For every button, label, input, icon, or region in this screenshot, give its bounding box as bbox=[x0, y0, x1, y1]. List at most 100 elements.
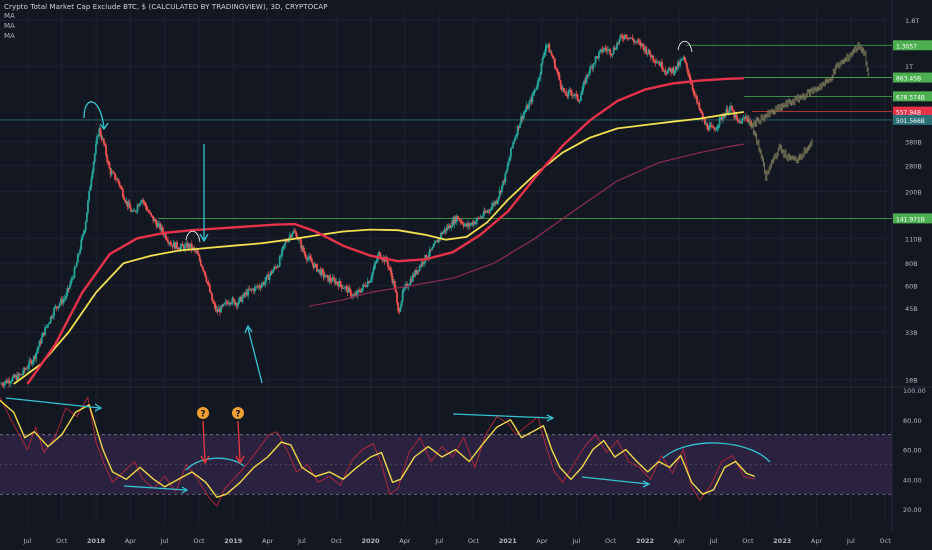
price-tag-box bbox=[893, 91, 932, 102]
candle-body bbox=[163, 233, 166, 236]
candle-body bbox=[638, 41, 641, 43]
candle-body bbox=[37, 346, 40, 350]
candle-body bbox=[242, 293, 245, 297]
candle-body bbox=[584, 80, 587, 84]
candle-body bbox=[531, 93, 534, 103]
candle-body bbox=[20, 374, 23, 376]
time-tick-label: Oct bbox=[468, 537, 480, 545]
candle-body bbox=[97, 135, 100, 137]
candle-body bbox=[313, 264, 316, 268]
candle-body bbox=[370, 278, 372, 282]
time-tick-label: Jul bbox=[23, 537, 32, 545]
candle-body bbox=[577, 99, 580, 102]
annotation-arrowhead bbox=[99, 122, 109, 131]
candle-body bbox=[36, 349, 39, 353]
candle-body bbox=[175, 242, 177, 249]
candle-body bbox=[680, 59, 683, 61]
candle-body bbox=[150, 212, 153, 216]
candle-body bbox=[362, 284, 365, 289]
candle-body bbox=[594, 56, 597, 64]
candle-body bbox=[502, 180, 504, 186]
candle-body bbox=[679, 60, 682, 66]
candle-body bbox=[16, 375, 18, 380]
candle-body bbox=[276, 266, 279, 268]
candle-body bbox=[621, 36, 624, 39]
candle-body bbox=[726, 108, 729, 114]
candle-body bbox=[632, 39, 635, 43]
candle-body bbox=[734, 114, 737, 119]
time-tick-label: 2020 bbox=[361, 537, 380, 545]
indicator-label-ma-3[interactable]: MA bbox=[4, 32, 15, 40]
candle-body bbox=[414, 270, 416, 277]
candle-body bbox=[691, 84, 694, 90]
candle-body bbox=[222, 303, 225, 307]
candle-body bbox=[311, 261, 314, 264]
candle-body bbox=[498, 190, 501, 197]
candle-body bbox=[343, 288, 345, 289]
question-icon bbox=[232, 407, 244, 419]
candle-body bbox=[565, 91, 568, 97]
candle-body bbox=[521, 116, 524, 120]
candle-body bbox=[644, 47, 647, 51]
candle-body bbox=[413, 274, 415, 277]
candle-body bbox=[645, 47, 648, 54]
candles bbox=[0, 33, 753, 389]
candle-body bbox=[451, 220, 454, 228]
candle-body bbox=[557, 71, 560, 75]
candle-body bbox=[108, 162, 111, 169]
time-tick-label: Jul bbox=[297, 537, 306, 545]
candle-body bbox=[184, 244, 186, 250]
candle-body bbox=[405, 283, 407, 286]
question-text: ? bbox=[200, 410, 205, 420]
indicator-label-ma-2[interactable]: MA bbox=[4, 22, 15, 30]
candle-body bbox=[317, 269, 319, 272]
candle-body bbox=[168, 242, 171, 244]
candle-body bbox=[596, 56, 599, 59]
candle-body bbox=[693, 93, 696, 95]
candle-body bbox=[224, 301, 227, 304]
candle-body bbox=[268, 274, 271, 280]
candle-body bbox=[144, 202, 147, 207]
price-tick-label: 60B bbox=[905, 283, 918, 291]
indicator-label-ma-1[interactable]: MA bbox=[4, 12, 15, 20]
candle-body bbox=[441, 232, 444, 234]
candle-body bbox=[505, 170, 508, 174]
candle-body bbox=[586, 75, 589, 76]
candle-body bbox=[389, 268, 392, 271]
candle-body bbox=[581, 90, 583, 96]
candle-body bbox=[643, 46, 645, 51]
candle-body bbox=[511, 146, 513, 149]
candle-body bbox=[539, 73, 542, 79]
candle-body bbox=[296, 238, 299, 240]
candle-body bbox=[363, 284, 366, 286]
candle-body bbox=[395, 288, 397, 293]
candle-body bbox=[593, 63, 596, 65]
candle-body bbox=[387, 261, 389, 267]
candle-body bbox=[369, 281, 371, 283]
candle-body bbox=[161, 226, 164, 232]
candle-body bbox=[8, 380, 10, 384]
candle-body bbox=[30, 360, 33, 365]
candle-body bbox=[526, 105, 529, 109]
candle-body bbox=[76, 254, 79, 263]
candle-body bbox=[440, 232, 442, 238]
candle-body bbox=[238, 298, 241, 304]
candle-body bbox=[735, 114, 738, 119]
rsi-annotations bbox=[5, 397, 771, 494]
candle-body bbox=[681, 59, 684, 61]
candle-body bbox=[378, 252, 380, 256]
candle-body bbox=[96, 136, 98, 145]
candle-body bbox=[724, 113, 727, 118]
candle-body bbox=[232, 298, 235, 300]
candle-body bbox=[496, 200, 499, 204]
series-ma-mid bbox=[26, 77, 744, 385]
candle-body bbox=[665, 72, 668, 74]
candle-body bbox=[103, 143, 106, 146]
candle-body bbox=[203, 270, 206, 272]
candle-body bbox=[9, 382, 12, 384]
price-tag-box bbox=[893, 106, 932, 117]
candle-body bbox=[612, 47, 615, 54]
candle-body bbox=[358, 290, 361, 292]
candle-body bbox=[118, 182, 121, 187]
